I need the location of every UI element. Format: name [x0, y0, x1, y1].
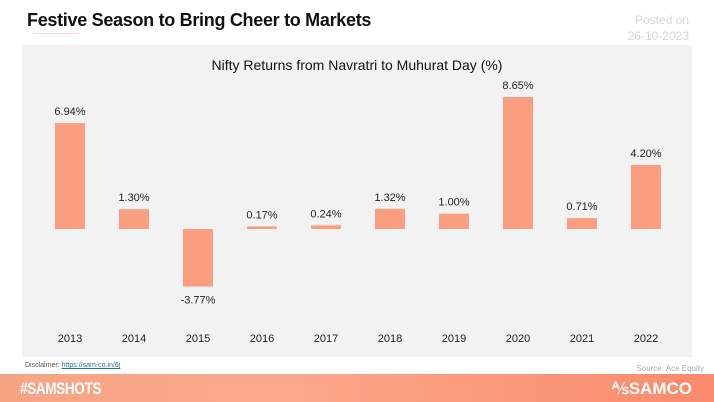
bar-2020	[503, 97, 533, 229]
data-label: 1.30%	[118, 192, 149, 204]
source-note: Source: Ace Equity	[636, 364, 704, 373]
data-label: 4.20%	[630, 148, 661, 160]
data-label: -3.77%	[181, 295, 216, 307]
data-label: 8.65%	[502, 80, 533, 92]
chart-panel: Nifty Returns from Navratri to Muhurat D…	[22, 45, 692, 357]
disclaimer-label: Disclaimer:	[25, 362, 60, 369]
chart-title: Nifty Returns from Navratri to Muhurat D…	[211, 57, 503, 73]
bar-2021	[567, 218, 597, 229]
x-tick-label: 2019	[442, 333, 466, 345]
data-label: 0.24%	[310, 208, 341, 220]
x-tick-label: 2016	[250, 333, 274, 345]
title-underline	[33, 33, 79, 34]
x-tick-label: 2021	[570, 333, 594, 345]
data-label: 6.94%	[54, 106, 85, 118]
bar-2019	[439, 213, 469, 229]
page-title: Festive Season to Bring Cheer to Markets	[27, 10, 372, 30]
x-tick-label: 2015	[186, 333, 210, 345]
data-label: 0.71%	[566, 201, 597, 213]
data-label: 1.00%	[438, 197, 469, 209]
samco-logo: ⅍SAMCO	[612, 379, 692, 399]
disclaimer-link[interactable]: https://sam-co.in/6j	[61, 362, 121, 369]
bar-2016	[247, 226, 277, 229]
x-tick-label: 2022	[634, 333, 658, 345]
footer-banner: #SAMSHOTS ⅍SAMCO	[0, 374, 714, 402]
x-tick-label: 2013	[58, 333, 82, 345]
bar-2017	[311, 225, 341, 229]
data-label: 0.17%	[246, 209, 277, 221]
bar-2014	[119, 209, 149, 229]
samco-logo-icon: ⅍	[611, 379, 629, 398]
x-tick-label: 2018	[378, 333, 402, 345]
data-label: 1.32%	[374, 192, 405, 204]
hashtag: #SAMSHOTS	[20, 379, 102, 398]
posted-date: 26-10-2023	[627, 29, 689, 43]
x-tick-label: 2017	[314, 333, 338, 345]
bar-2013	[55, 123, 85, 229]
bar-chart: 6.94% 2013 1.30% 2014 -3.77% 2015 0.17% 2016 0.2…	[54, 80, 661, 345]
brand-name: SAMCO	[628, 379, 692, 398]
disclaimer: Disclaimer: https://sam-co.in/6j	[25, 362, 120, 369]
posted-info: Posted on 26-10-2023	[628, 12, 689, 44]
bar-2022	[631, 164, 661, 229]
bar-2018	[375, 208, 405, 229]
x-tick-label: 2020	[506, 333, 530, 345]
posted-label: Posted on	[634, 13, 689, 27]
x-tick-label: 2014	[122, 333, 146, 345]
bar-2015	[183, 229, 213, 287]
